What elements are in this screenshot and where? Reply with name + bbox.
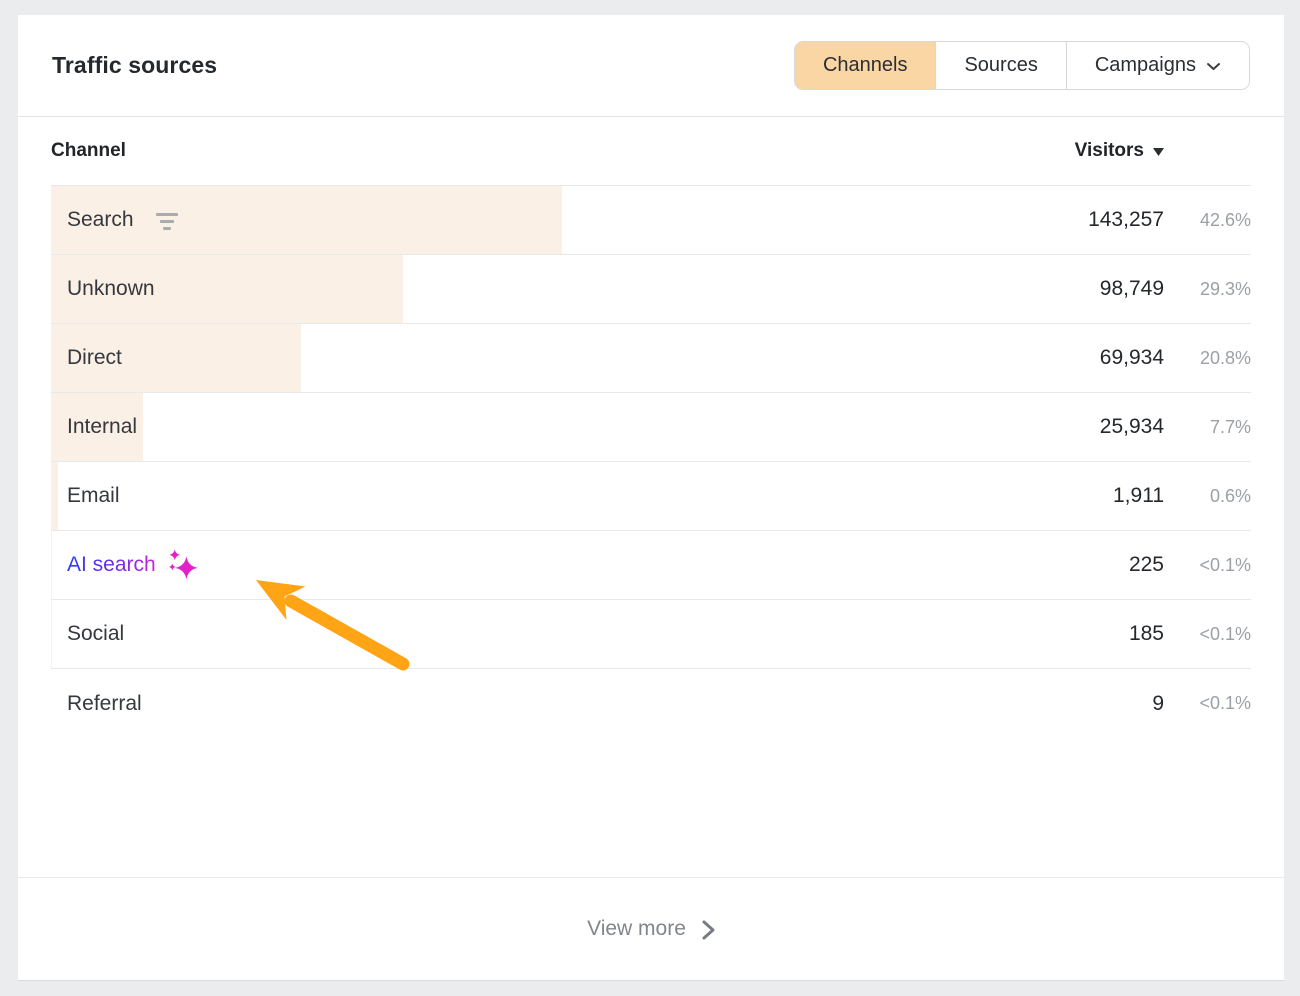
table-row: AI search 225 <0.1% <box>51 531 1251 600</box>
table-body: Search 143,257 42.6% Unknown 98,749 29.3… <box>51 186 1251 738</box>
channel-link[interactable]: Internal <box>51 415 1004 439</box>
channel-link[interactable]: Referral <box>51 692 1004 716</box>
channel-label: Internal <box>67 415 138 438</box>
view-more-button[interactable]: View more <box>18 877 1284 980</box>
channel-label: Direct <box>67 346 122 369</box>
share-value: <0.1% <box>1199 693 1251 713</box>
channel-column-header: Channel <box>51 140 126 161</box>
visitors-value: 143,257 <box>1088 208 1164 231</box>
share-value: <0.1% <box>1199 554 1251 575</box>
channel-label: Email <box>67 484 120 507</box>
visitors-value: 185 <box>1128 622 1164 645</box>
share-value: 29.3% <box>1199 278 1251 299</box>
sparkles-icon <box>168 549 198 580</box>
table-row: Search 143,257 42.6% <box>51 186 1251 255</box>
channel-link[interactable]: AI search <box>51 547 1004 583</box>
visitors-sort-header[interactable]: Visitors <box>1004 140 1164 162</box>
channel-label: Referral <box>67 691 142 715</box>
channel-link[interactable]: Social <box>51 622 1004 646</box>
channel-link[interactable]: Direct <box>51 346 1004 370</box>
channel-label: AI search <box>67 553 156 576</box>
table-row: Direct 69,934 20.8% <box>51 324 1251 393</box>
traffic-sources-card: Traffic sources Channels Sources Campaig… <box>18 15 1284 980</box>
tab-sources-label: Sources <box>964 54 1038 76</box>
chevron-right-icon <box>702 920 715 940</box>
chevron-down-icon <box>1207 63 1220 70</box>
visitors-value: 9 <box>1152 691 1164 715</box>
table-row: Internal 25,934 7.7% <box>51 393 1251 462</box>
visitors-value: 25,934 <box>1099 415 1164 438</box>
filter-lines-icon[interactable] <box>155 213 178 230</box>
table-header: Channel Visitors <box>51 117 1251 186</box>
page-title: Traffic sources <box>52 52 218 78</box>
channel-label: Social <box>67 622 125 645</box>
sort-desc-icon <box>1153 148 1164 156</box>
channel-link[interactable]: Email <box>51 484 1004 508</box>
share-value: 0.6% <box>1209 485 1251 506</box>
visitors-column-label: Visitors <box>1074 140 1144 161</box>
channel-link[interactable]: Search <box>51 208 1004 232</box>
channel-link[interactable]: Unknown <box>51 277 1004 301</box>
tab-sources[interactable]: Sources <box>935 42 1066 89</box>
visitors-value: 69,934 <box>1099 346 1164 369</box>
tab-campaigns-label: Campaigns <box>1094 54 1196 76</box>
channel-label: Search <box>67 208 134 231</box>
view-more-label: View more <box>587 917 686 940</box>
table-row: Social 185 <0.1% <box>51 600 1251 669</box>
table-row: Email 1,911 0.6% <box>51 462 1251 531</box>
visitors-value: 225 <box>1128 553 1164 576</box>
visitors-value: 1,911 <box>1113 484 1164 507</box>
share-value: 42.6% <box>1199 209 1251 230</box>
table-row: Referral 9 <0.1% <box>51 669 1251 738</box>
share-value: 7.7% <box>1209 416 1251 437</box>
tab-channels[interactable]: Channels <box>794 42 936 89</box>
share-value: 20.8% <box>1199 347 1251 368</box>
visitors-value: 98,749 <box>1099 277 1164 300</box>
table-row: Unknown 98,749 29.3% <box>51 255 1251 324</box>
share-value: <0.1% <box>1199 623 1251 644</box>
channel-label: Unknown <box>67 277 155 300</box>
tab-channels-label: Channels <box>822 54 908 76</box>
card-header: Traffic sources Channels Sources Campaig… <box>18 15 1284 117</box>
view-switcher: Channels Sources Campaigns <box>793 41 1250 90</box>
tab-campaigns[interactable]: Campaigns <box>1065 42 1249 89</box>
